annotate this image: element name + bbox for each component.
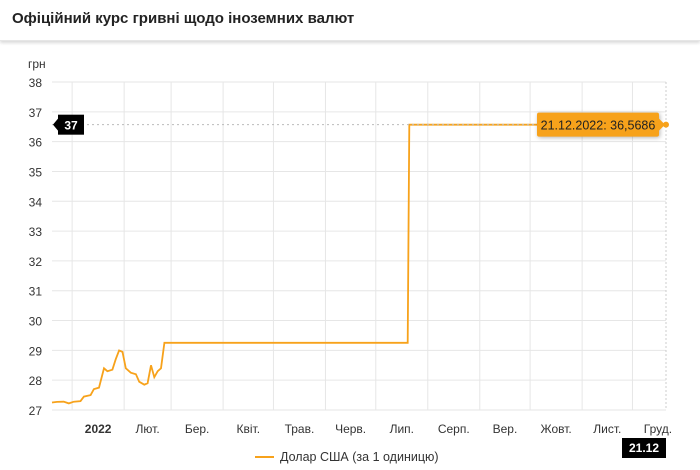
y-tick-label: 38 [29,76,43,90]
tooltip-text: 21.12.2022: 36,5686 [541,119,656,133]
x-tick-label: Квіт. [237,422,261,436]
y-tick-label: 36 [29,136,43,150]
x-tick-label: Бер. [185,422,210,436]
y-tick-label: 37 [29,106,43,120]
crosshair-y-label-pointer [53,118,58,131]
crosshair-x-label-bg [622,438,666,458]
x-tick-label: Трав. [285,422,315,436]
x-tick-label: 2022 [85,422,112,436]
y-tick-label: 34 [29,195,43,209]
x-tick-label: Лип. [390,422,414,436]
data-point-marker [663,121,669,128]
y-tick-label: 31 [29,285,43,299]
y-tick-label: 32 [29,255,43,269]
y-tick-label: 30 [29,315,43,329]
legend-item-usd: Долар США (за 1 одиницю) [280,450,439,464]
y-tick-label: 28 [29,374,43,388]
page-title: Офіційний курс гривні щодо іноземних вал… [12,10,355,27]
y-tick-label: 27 [29,404,43,418]
x-tick-label: Лист. [593,422,621,436]
y-tick-label: 29 [29,344,43,358]
x-tick-label: Жовт. [541,422,572,436]
header: Офіційний курс гривні щодо іноземних вал… [0,0,700,41]
x-tick-label: Вер. [493,422,518,436]
x-tick-label: Черв. [335,422,366,436]
tooltip-box [537,112,659,137]
x-tick-label: Лют. [136,422,160,436]
x-tick-label: Груд. [644,422,672,436]
x-tick-label: Серп. [438,422,470,436]
tooltip-pointer [659,118,665,131]
y-tick-label: 33 [29,225,43,239]
y-axis-title: грн [28,57,46,71]
crosshair-y-label: 37 [64,119,78,133]
y-tick-label: 35 [29,165,43,179]
series-line-usd [51,123,666,405]
crosshair-y-label-bg [58,114,84,135]
crosshair-x-label: 21.12 [629,441,659,455]
